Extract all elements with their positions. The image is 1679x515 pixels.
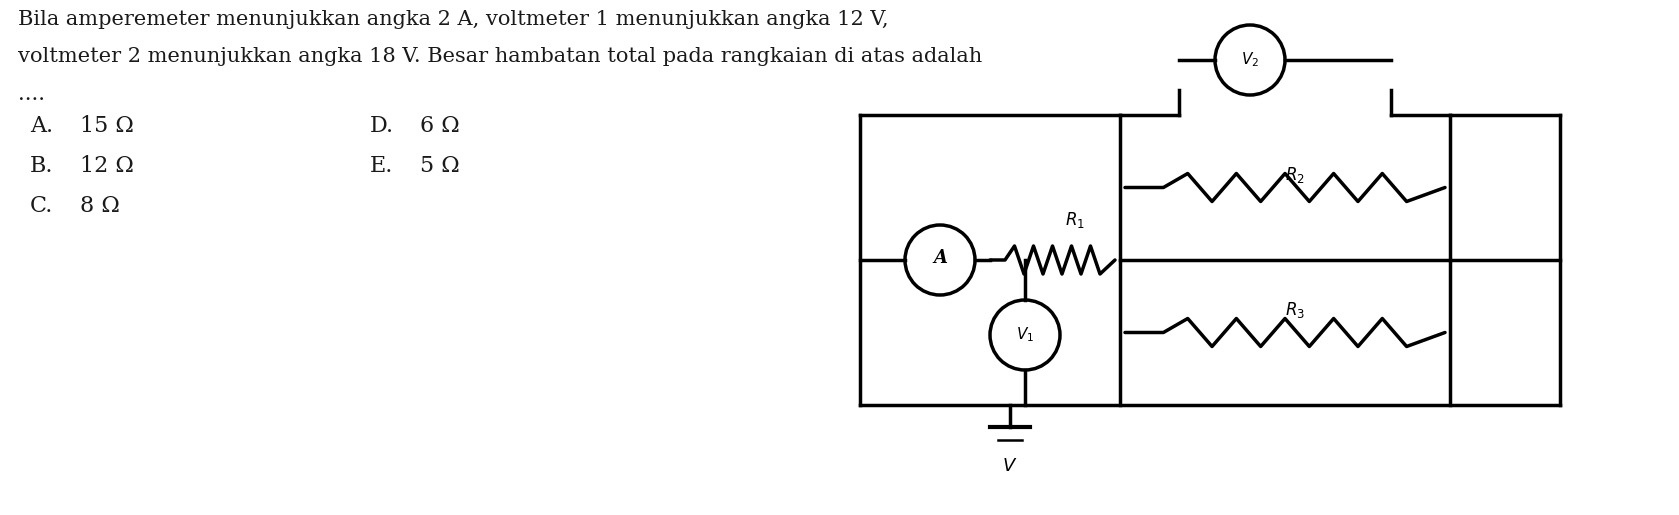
Text: B.: B.: [30, 155, 54, 177]
Circle shape: [905, 225, 975, 295]
Text: ....: ....: [18, 85, 45, 104]
Text: 12 Ω: 12 Ω: [81, 155, 134, 177]
Circle shape: [1216, 25, 1284, 95]
Text: 5 Ω: 5 Ω: [420, 155, 460, 177]
Text: A.: A.: [30, 115, 54, 137]
Text: voltmeter 2 menunjukkan angka 18 V. Besar hambatan total pada rangkaian di atas : voltmeter 2 menunjukkan angka 18 V. Besa…: [18, 47, 982, 66]
Text: C.: C.: [30, 195, 54, 217]
Text: $V_2$: $V_2$: [1241, 50, 1259, 70]
Circle shape: [991, 300, 1059, 370]
Text: $R_2$: $R_2$: [1284, 165, 1305, 185]
Text: $R_3$: $R_3$: [1284, 300, 1305, 320]
Text: $V_1$: $V_1$: [1016, 325, 1034, 345]
Text: 15 Ω: 15 Ω: [81, 115, 134, 137]
Text: $R_1$: $R_1$: [1064, 210, 1085, 230]
Text: $V$: $V$: [1002, 457, 1017, 475]
Text: A: A: [934, 249, 947, 267]
Text: E.: E.: [369, 155, 393, 177]
Text: Bila amperemeter menunjukkan angka 2 A, voltmeter 1 menunjukkan angka 12 V,: Bila amperemeter menunjukkan angka 2 A, …: [18, 10, 888, 29]
Text: D.: D.: [369, 115, 395, 137]
Text: 6 Ω: 6 Ω: [420, 115, 460, 137]
Text: 8 Ω: 8 Ω: [81, 195, 119, 217]
